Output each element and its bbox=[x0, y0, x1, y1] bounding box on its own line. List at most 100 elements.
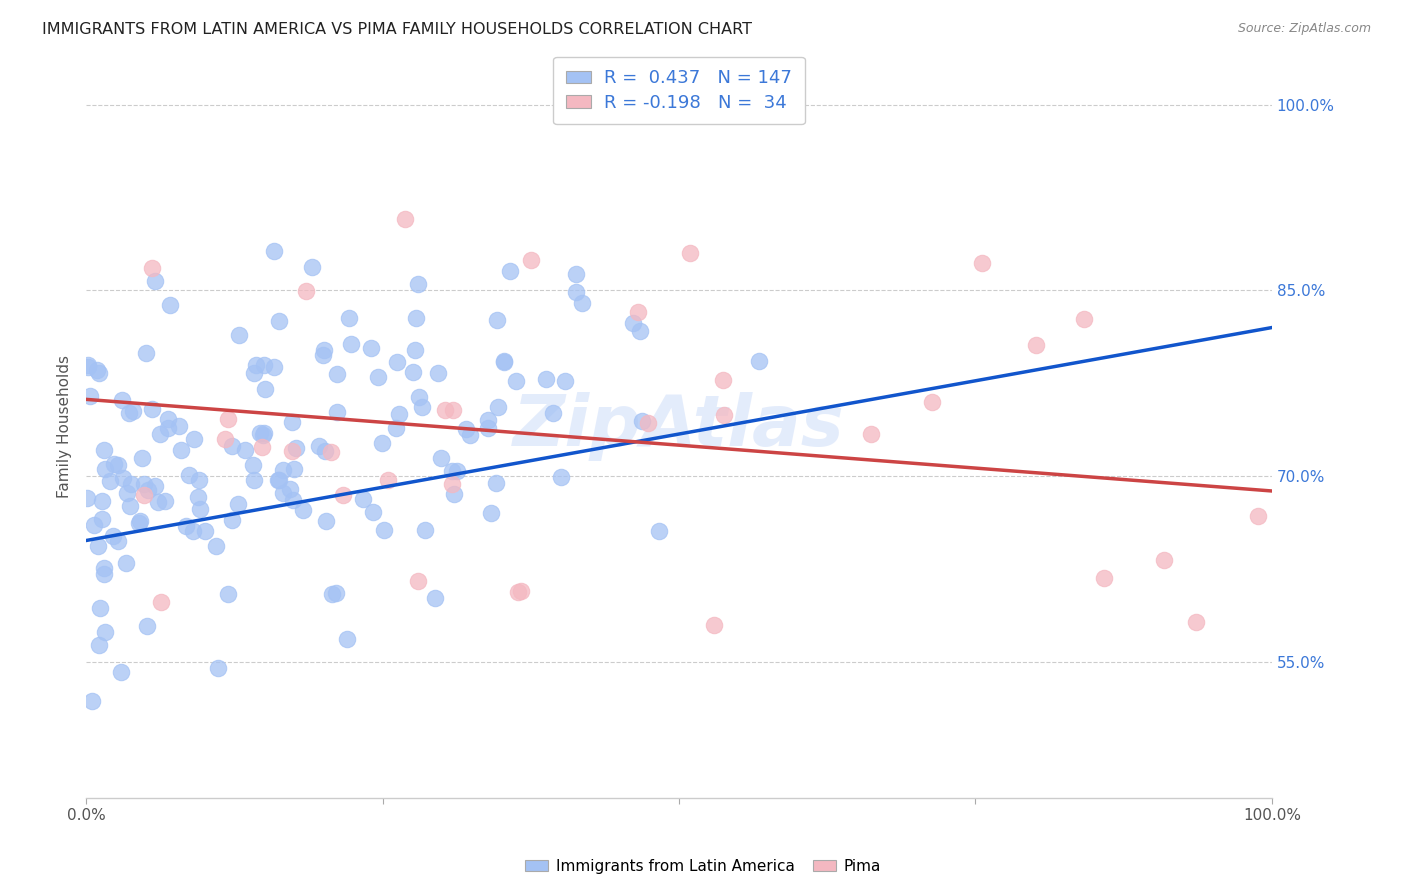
Point bbox=[711, 373, 734, 387]
Point bbox=[506, 585, 529, 599]
Point bbox=[253, 382, 276, 396]
Point bbox=[253, 426, 276, 441]
Point bbox=[120, 476, 142, 491]
Point bbox=[336, 632, 359, 646]
Point bbox=[183, 432, 205, 446]
Point bbox=[326, 405, 349, 419]
Point bbox=[446, 464, 468, 478]
Point bbox=[141, 402, 163, 417]
Point bbox=[429, 450, 451, 465]
Point bbox=[77, 358, 100, 372]
Point bbox=[90, 493, 112, 508]
Point bbox=[387, 407, 409, 421]
Point bbox=[443, 487, 465, 501]
Point bbox=[423, 591, 446, 605]
Point bbox=[267, 473, 290, 487]
Point bbox=[115, 556, 138, 570]
Point bbox=[325, 585, 347, 599]
Point bbox=[554, 374, 576, 388]
Point bbox=[1092, 571, 1115, 585]
Point bbox=[713, 409, 735, 423]
Point bbox=[921, 394, 943, 409]
Point bbox=[1153, 553, 1175, 567]
Point bbox=[337, 311, 360, 326]
Y-axis label: Family Households: Family Households bbox=[58, 355, 72, 498]
Point bbox=[157, 412, 180, 426]
Point bbox=[492, 354, 515, 368]
Point bbox=[87, 539, 110, 553]
Point bbox=[352, 491, 374, 506]
Point bbox=[456, 422, 478, 436]
Point bbox=[150, 595, 173, 609]
Point bbox=[122, 404, 145, 418]
Point bbox=[228, 327, 250, 342]
Point bbox=[252, 428, 274, 442]
Point bbox=[79, 389, 101, 403]
Point bbox=[94, 462, 117, 476]
Point bbox=[207, 661, 229, 675]
Point bbox=[263, 359, 285, 374]
Point bbox=[308, 439, 330, 453]
Point bbox=[340, 337, 363, 351]
Point bbox=[440, 464, 463, 478]
Point bbox=[485, 476, 508, 491]
Point bbox=[311, 348, 333, 362]
Point bbox=[77, 360, 100, 375]
Point bbox=[87, 638, 110, 652]
Point bbox=[98, 474, 121, 488]
Point bbox=[679, 246, 702, 260]
Point bbox=[970, 256, 993, 270]
Point bbox=[370, 436, 392, 450]
Point bbox=[406, 574, 429, 588]
Point bbox=[408, 390, 430, 404]
Point bbox=[315, 514, 337, 528]
Point bbox=[243, 366, 266, 380]
Point bbox=[1025, 338, 1047, 352]
Point bbox=[132, 488, 155, 502]
Point bbox=[159, 298, 181, 312]
Point bbox=[281, 416, 304, 430]
Point bbox=[486, 400, 509, 414]
Point bbox=[520, 252, 543, 267]
Point bbox=[505, 375, 527, 389]
Point bbox=[271, 486, 294, 500]
Point bbox=[128, 516, 150, 531]
Point bbox=[565, 268, 588, 282]
Point bbox=[103, 529, 125, 543]
Point bbox=[627, 305, 650, 319]
Point bbox=[138, 483, 160, 497]
Point bbox=[477, 413, 499, 427]
Point bbox=[217, 412, 239, 426]
Point bbox=[146, 495, 169, 509]
Point bbox=[217, 587, 239, 601]
Point bbox=[252, 440, 274, 454]
Point bbox=[860, 427, 883, 442]
Point bbox=[149, 427, 172, 442]
Text: Source: ZipAtlas.com: Source: ZipAtlas.com bbox=[1237, 22, 1371, 36]
Point bbox=[1073, 312, 1095, 326]
Point bbox=[93, 566, 115, 581]
Point bbox=[157, 421, 180, 435]
Point bbox=[242, 473, 264, 487]
Point bbox=[292, 503, 315, 517]
Point bbox=[387, 355, 409, 369]
Point bbox=[404, 343, 426, 357]
Point bbox=[494, 354, 516, 368]
Point bbox=[332, 488, 354, 502]
Point bbox=[628, 324, 651, 338]
Point bbox=[630, 414, 652, 428]
Point bbox=[181, 524, 204, 539]
Point bbox=[221, 513, 243, 527]
Point bbox=[253, 358, 276, 372]
Point bbox=[314, 444, 336, 458]
Point bbox=[112, 471, 135, 485]
Point bbox=[117, 486, 139, 500]
Point bbox=[427, 366, 450, 380]
Point bbox=[401, 365, 423, 379]
Point bbox=[129, 514, 152, 528]
Point bbox=[167, 418, 190, 433]
Point bbox=[367, 370, 389, 384]
Point bbox=[377, 473, 399, 487]
Point bbox=[565, 285, 588, 299]
Point bbox=[249, 425, 271, 440]
